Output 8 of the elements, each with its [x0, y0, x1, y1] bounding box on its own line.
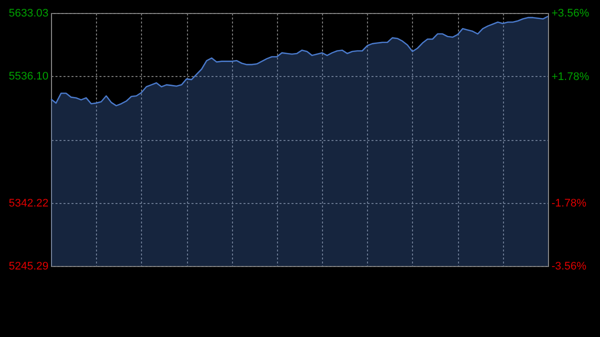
y2-tick-label: -1.78%	[552, 197, 587, 210]
y-tick-label: 5245.29	[8, 260, 48, 272]
y-tick-label: 5633.03	[8, 8, 48, 20]
y2-tick-label: +1.78%	[552, 70, 590, 83]
y2-tick-label: -3.56%	[552, 260, 587, 272]
y2-tick-label: +3.56%	[552, 8, 590, 20]
y-tick-label: 5536.10	[8, 70, 48, 83]
y-tick-label: 5342.22	[8, 197, 48, 210]
